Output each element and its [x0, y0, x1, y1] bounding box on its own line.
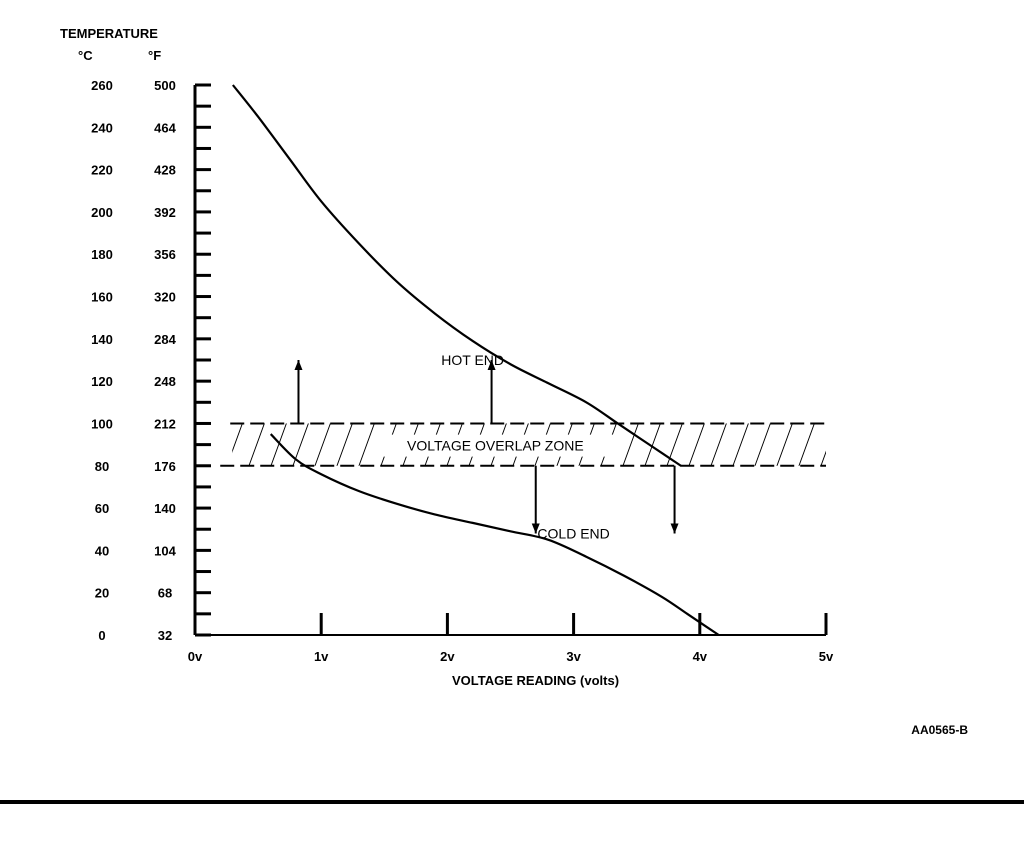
arrow-head-2	[531, 523, 540, 534]
y-tick-label-f: 32	[158, 628, 172, 643]
x-tick-labels: 0v 1v 2v 3v 4v 5v	[188, 649, 834, 664]
x-axis-title: VOLTAGE READING (volts)	[452, 673, 619, 688]
x-tick-label: 2v	[440, 649, 455, 664]
y-tick-label-c: 20	[95, 586, 109, 601]
y-tick-label-c: 260	[91, 78, 113, 93]
axes	[193, 83, 828, 637]
y-tick-label-c: 180	[91, 247, 113, 262]
y-tick-label-f: 284	[154, 332, 176, 347]
overlap-zone-label-background	[375, 434, 616, 457]
series-group	[231, 84, 720, 636]
y-tick-label-f: 392	[154, 205, 176, 220]
y-tick-label-c: 80	[95, 459, 109, 474]
y-tick-label-c: 100	[91, 416, 113, 431]
x-tick-label: 0v	[188, 649, 203, 664]
x-tick-label: 3v	[566, 649, 581, 664]
y-tick-label-f: 212	[154, 416, 176, 431]
cold-end-curve	[269, 433, 720, 636]
y-axis-unit-f: °F	[148, 48, 161, 63]
arrow-head-0	[294, 360, 303, 370]
x-tick-label: 5v	[819, 649, 834, 664]
y-tick-label-c: 200	[91, 205, 113, 220]
x-tick-label: 1v	[314, 649, 329, 664]
figure-id: AA0565-B	[911, 723, 968, 737]
y-tick-label-c: 60	[95, 501, 109, 516]
arrows-group	[294, 360, 679, 534]
arrow-head-3	[670, 523, 679, 534]
y-tick-label-c: 240	[91, 120, 113, 135]
y-axis-unit-c: °C	[78, 48, 93, 63]
y-tick-label-f: 320	[154, 290, 176, 305]
y-tick-label-f: 356	[154, 247, 176, 262]
overlap-zone: VOLTAGE OVERLAP ZONE	[220, 422, 827, 467]
y-tick-label-c: 140	[91, 332, 113, 347]
y-tick-label-c: 40	[95, 543, 109, 558]
y-tick-label-f: 140	[154, 501, 176, 516]
x-tick-label: 4v	[693, 649, 708, 664]
y-tick-label-f: 428	[154, 163, 176, 178]
y-tick-label-f: 464	[154, 120, 176, 135]
y-tick-label-f: 500	[154, 78, 176, 93]
y-tick-label-f: 248	[154, 374, 176, 389]
overlap-zone-label: VOLTAGE OVERLAP ZONE	[407, 438, 584, 454]
arrow-head-1	[487, 360, 496, 370]
hot-end-label: HOT END	[441, 352, 504, 368]
y-tick-label-f: 68	[158, 586, 172, 601]
y-tick-label-f: 104	[154, 543, 176, 558]
cold-end-label: COLD END	[537, 525, 609, 541]
y-tick-label-c: 160	[91, 290, 113, 305]
y-tick-label-c: 0	[98, 628, 105, 643]
y-tick-label-c: 120	[91, 374, 113, 389]
y-tick-label-f: 176	[154, 459, 176, 474]
y-tick-label-c: 220	[91, 163, 113, 178]
hot-end-curve	[231, 84, 682, 467]
page-divider	[0, 800, 1024, 804]
y-axis-title: TEMPERATURE	[60, 26, 158, 41]
